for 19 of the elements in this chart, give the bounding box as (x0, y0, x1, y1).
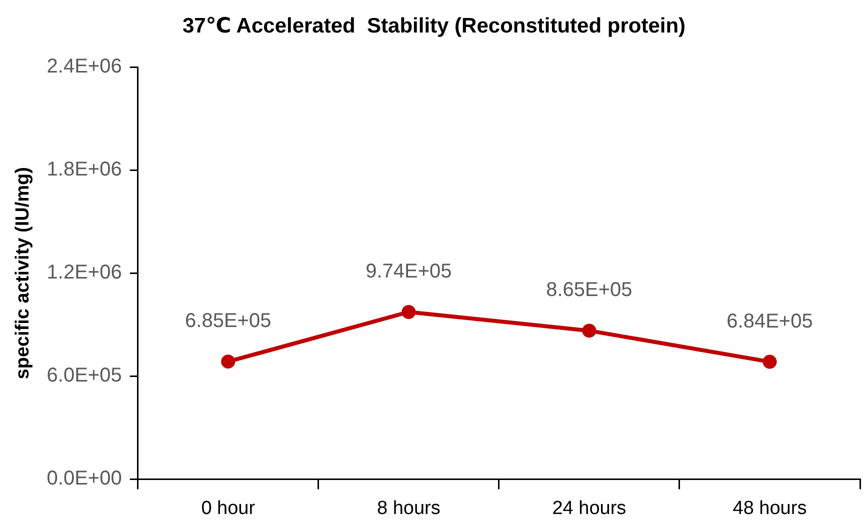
x-tick-label: 24 hours (552, 498, 626, 519)
y-tick-label: 1.8E+06 (46, 158, 122, 181)
y-axis-title: specific activity (IU/mg) (12, 167, 34, 380)
point (221, 354, 236, 369)
x-tick-label: 0 hour (201, 498, 256, 519)
chart-title: 37℃ Accelerated Stability (Reconstituted protein) (182, 14, 686, 38)
data-label: 9.74E+05 (366, 260, 452, 283)
data-label: 6.85E+05 (185, 310, 272, 332)
data-label: 8.65E+05 (546, 279, 632, 302)
x-tick-label: 8 hours (376, 498, 440, 519)
point (582, 324, 596, 338)
y-tick-label: 0.0E+00 (46, 468, 122, 490)
y-tick-label: 2.4E+06 (46, 56, 122, 78)
point (762, 354, 777, 369)
data-label: 6.84E+05 (726, 310, 813, 332)
x-tick-label: 48 hours (732, 498, 807, 519)
point (402, 304, 416, 319)
y-tick-label: 6.0E+05 (46, 364, 122, 387)
y-tick-label: 1.2E+06 (46, 262, 122, 284)
